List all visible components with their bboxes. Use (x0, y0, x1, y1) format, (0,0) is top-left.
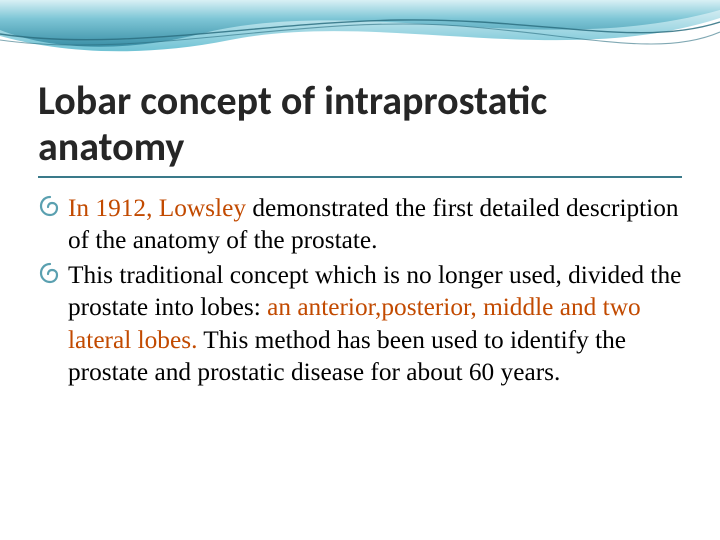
swirl-bullet-icon (38, 194, 62, 218)
wave-banner (0, 0, 720, 85)
slide-content: Lobar concept of intraprostatic anatomy … (38, 78, 682, 390)
wave-svg (0, 0, 720, 85)
bullet-item: This traditional concept which is no lon… (38, 259, 682, 389)
slide-title: Lobar concept of intraprostatic anatomy (38, 78, 682, 178)
bullet-list: In 1912, Lowsley demonstrated the first … (38, 192, 682, 388)
text-run-highlight: In 1912, Lowsley (68, 194, 246, 222)
swirl-bullet-icon (38, 261, 62, 285)
bullet-item: In 1912, Lowsley demonstrated the first … (38, 192, 682, 257)
